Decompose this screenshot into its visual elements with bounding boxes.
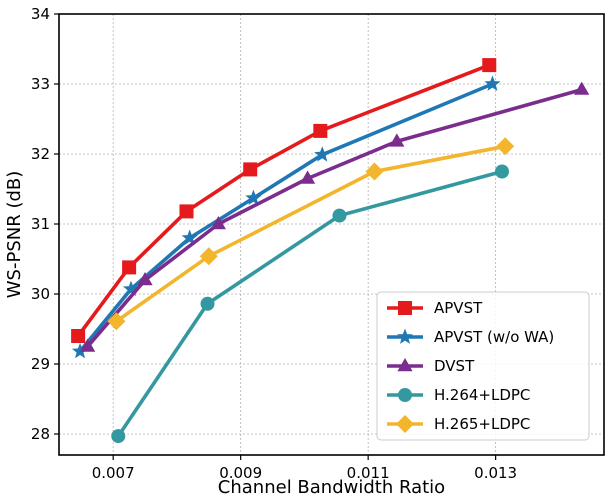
y-tick-label: 31 [31,215,50,233]
series-line-h-264-ldpc [116,169,503,438]
legend-marker [396,415,414,433]
series-line-apvst-w-o-wa [78,82,494,353]
legend-box [376,291,590,441]
x-tick-label: 0.013 [474,464,517,482]
data-point-apvst [179,204,194,219]
data-point-apvst-w-o-wa [181,229,198,245]
legend-item-dvst: DVST [387,357,475,375]
data-point-apvst [313,123,328,138]
legend-marker [396,328,414,344]
y-tick-label: 34 [31,5,50,23]
series-layer [71,58,590,444]
legend-label: APVST [434,299,483,317]
data-point-apvst-w-o-wa [314,146,331,162]
x-axis-label: Channel Bandwidth Ratio [218,477,445,498]
series-dvst [80,81,590,352]
x-tick-label: 0.011 [347,464,390,482]
data-point-dvst [210,216,226,230]
legend: APVST APVST (w/o WA) DVST H.264+LDPC H.265+L… [376,291,590,441]
y-tick-label: 28 [31,425,50,443]
series-line-apvst [76,63,490,338]
data-point-h-265-ldpc [496,137,515,156]
legend-marker [397,358,413,372]
data-point-apvst-w-o-wa [484,75,501,91]
series-h-264-ldpc [111,164,510,444]
legend-label: DVST [434,357,475,375]
data-point-apvst [122,260,137,275]
legend-label: H.264+LDPC [434,386,530,404]
y-tick-label: 32 [31,145,50,163]
data-point-apvst [243,162,258,177]
series-line-dvst [86,87,583,348]
data-point-h-264-ldpc [332,208,347,223]
data-point-apvst-w-o-wa [122,280,140,296]
data-point-apvst-w-o-wa [71,342,89,359]
data-point-h-264-ldpc [495,164,510,179]
y-tick-label: 33 [31,75,50,93]
axes: 0.007 0.009 0.011 0.013 28 29 30 31 32 33 34 [31,5,605,482]
y-axis-label: WS-PSNR (dB) [4,171,25,299]
data-point-dvst [574,81,590,95]
data-point-dvst [389,133,405,147]
legend-marker [398,388,412,402]
legend-item-h-264-ldpc: H.264+LDPC [387,386,530,404]
y-tick-label: 29 [31,355,50,373]
x-tick-label: 0.007 [92,464,135,482]
plot-frame [58,13,605,456]
legend-item-apvst-w-o-wa: APVST (w/o WA) [387,328,554,346]
data-point-dvst [80,338,96,352]
data-point-h-265-ldpc [365,162,384,181]
legend-item-apvst: APVST [387,299,483,317]
legend-label: H.265+LDPC [434,415,530,433]
series-apvst-w-o-wa [71,75,501,359]
y-tick-label: 30 [31,285,50,303]
data-point-apvst [482,58,497,73]
series-h-265-ldpc [107,137,515,331]
data-point-apvst-w-o-wa [245,189,262,205]
data-point-h-264-ldpc [111,429,126,444]
legend-label: APVST (w/o WA) [434,328,554,346]
x-tick-label: 0.009 [219,464,262,482]
data-point-h-264-ldpc [200,296,215,311]
series-apvst [71,58,497,343]
data-point-apvst [71,329,86,343]
data-point-h-265-ldpc [107,312,126,331]
data-point-dvst [137,272,153,286]
legend-marker [398,301,412,315]
series-line-h-265-ldpc [115,144,506,323]
data-point-dvst [299,170,316,184]
legend-item-h-265-ldpc: H.265+LDPC [387,415,530,433]
data-point-h-265-ldpc [199,247,218,266]
